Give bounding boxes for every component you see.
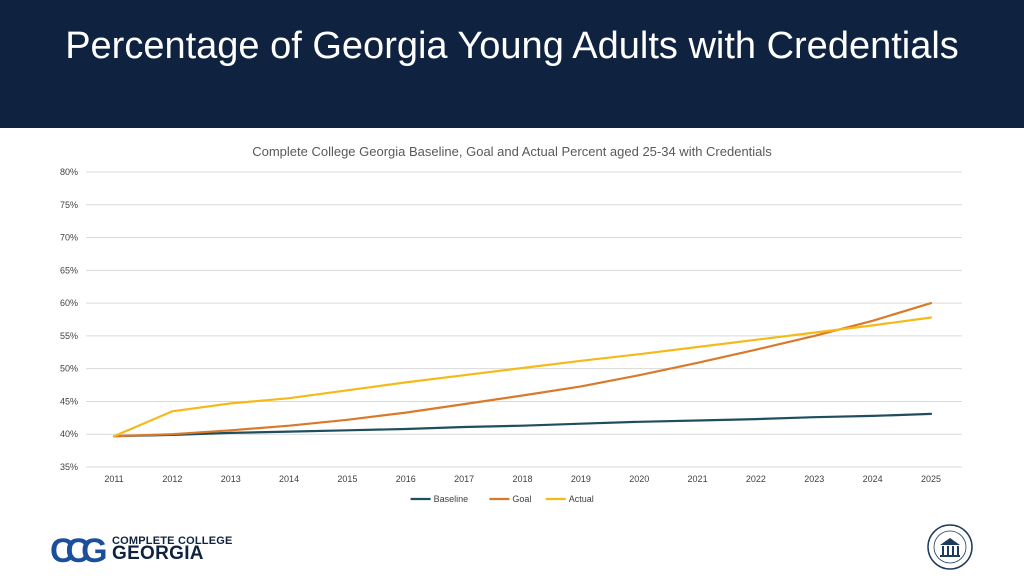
legend-label-actual: Actual	[569, 494, 594, 504]
series-line-actual	[112, 316, 933, 438]
line-chart: Complete College Georgia Baseline, Goal …	[60, 144, 962, 504]
x-tick-label: 2018	[512, 474, 532, 484]
y-tick-label: 70%	[60, 233, 78, 243]
title-banner: Percentage of Georgia Young Adults with …	[0, 0, 1024, 128]
y-tick-label: 35%	[60, 462, 78, 472]
logo-text-line2: GEORGIA	[112, 543, 204, 564]
x-tick-label: 2025	[921, 474, 941, 484]
x-tick-label: 2016	[396, 474, 416, 484]
x-tick-label: 2011	[104, 474, 123, 484]
y-tick-label: 45%	[60, 396, 78, 406]
y-tick-label: 75%	[60, 200, 78, 210]
x-tick-label: 2012	[162, 474, 182, 484]
x-tick-label: 2014	[279, 474, 299, 484]
x-tick-label: 2015	[337, 474, 357, 484]
x-tick-label: 2023	[804, 474, 824, 484]
x-tick-label: 2024	[863, 474, 883, 484]
y-tick-label: 50%	[60, 364, 78, 374]
y-tick-label: 40%	[60, 429, 78, 439]
series-line-goal	[112, 302, 933, 438]
legend-label-goal: Goal	[512, 494, 531, 504]
x-tick-label: 2013	[221, 474, 241, 484]
ccg-logo-mark-icon: CCG	[50, 532, 110, 566]
legend-label-baseline: Baseline	[434, 494, 469, 504]
series-line-baseline	[112, 412, 933, 438]
logo-text-line1: COMPLETE COLLEGE	[112, 535, 233, 547]
x-tick-label: 2021	[688, 474, 708, 484]
x-tick-label: 2022	[746, 474, 766, 484]
chart-title: Complete College Georgia Baseline, Goal …	[252, 144, 772, 159]
logo-mark-text: CCG	[50, 532, 106, 566]
university-seal-icon	[927, 524, 973, 570]
y-tick-label: 60%	[60, 298, 78, 308]
x-tick-label: 2020	[629, 474, 649, 484]
y-tick-label: 55%	[60, 331, 78, 341]
y-tick-label: 65%	[60, 265, 78, 275]
x-tick-label: 2019	[571, 474, 591, 484]
y-tick-label: 80%	[60, 167, 78, 177]
x-tick-label: 2017	[454, 474, 474, 484]
page-title: Percentage of Georgia Young Adults with …	[65, 25, 959, 67]
